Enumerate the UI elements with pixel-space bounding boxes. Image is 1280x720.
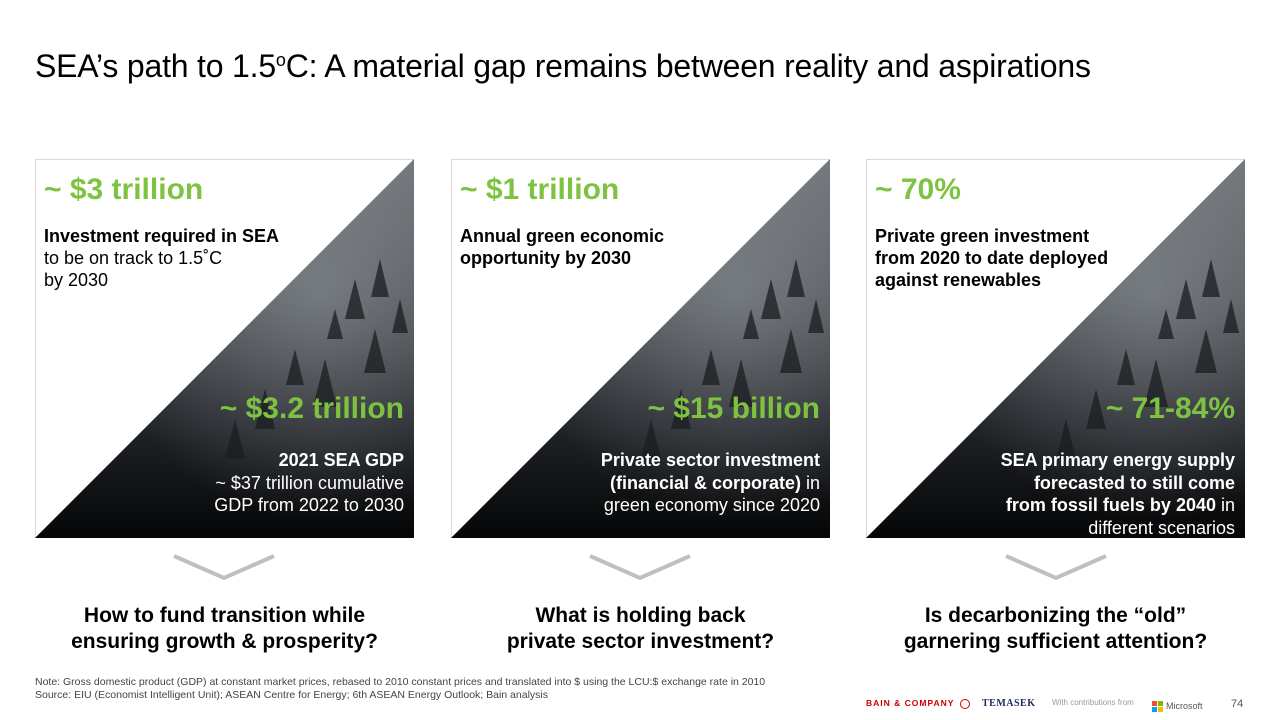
top-description: Private green investment from 2020 to da… (875, 226, 1109, 290)
footnote: Note: Gross domestic product (GDP) at co… (35, 676, 766, 701)
bottom-description: 2021 SEA GDP ~ $37 trillion cumulative G… (214, 450, 404, 515)
panel-renewables: ~ 70% Private green investment from 2020… (866, 159, 1245, 538)
bottom-description: Private sector investment (financial & c… (600, 450, 820, 515)
top-value: ~ 70% (875, 173, 961, 206)
bottom-value: ~ 71-84% (1105, 392, 1235, 425)
chevron-down-icon (173, 554, 275, 581)
panel-green-opportunity: ~ $1 trillion Annual green economic oppo… (451, 159, 830, 538)
bain-logo-icon (959, 698, 970, 709)
bottom-description: SEA primary energy supply forecasted to … (1000, 450, 1235, 538)
top-value: ~ $3 trillion (44, 173, 204, 206)
top-description: Annual green economic opportunity by 203… (460, 226, 665, 268)
top-description: Investment required in SEA to be on trac… (44, 226, 280, 290)
forest-triangle-image (35, 159, 414, 538)
question-decarbonizing-old: Is decarbonizing the “old” garnering suf… (903, 604, 1208, 653)
panel-investment-required: ~ $3 trillion Investment required in SEA… (35, 159, 414, 538)
microsoft-logo: Microsoft (1152, 698, 1203, 714)
chevron-down-icon (589, 554, 691, 581)
top-value: ~ $1 trillion (460, 173, 620, 206)
bottom-value: ~ $3.2 trillion (219, 392, 404, 425)
contributions-label: With contributions from (1052, 698, 1134, 707)
microsoft-logo-icon (1152, 700, 1163, 712)
chevron-down-icon (1005, 554, 1107, 581)
page-number: 74 (1231, 698, 1244, 710)
question-private-investment: What is holding back private sector inve… (506, 604, 775, 653)
bottom-value: ~ $15 billion (647, 392, 820, 425)
forest-triangle-image (866, 159, 1245, 538)
slide-title: SEA’s path to 1.5oC: A material gap rema… (35, 48, 1091, 84)
forest-triangle-image (451, 159, 830, 538)
temasek-logo: TEMASEK (982, 698, 1036, 709)
bain-logo: BAIN & COMPANY (866, 698, 970, 714)
question-funding: How to fund transition while ensuring gr… (71, 604, 378, 653)
